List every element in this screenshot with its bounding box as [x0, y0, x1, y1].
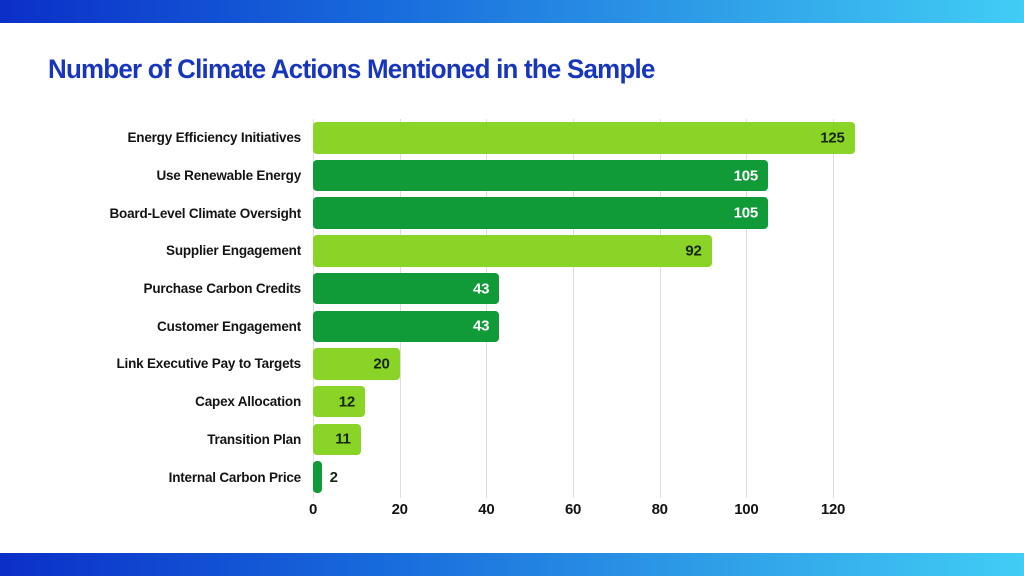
- chart-row: Purchase Carbon Credits 43: [0, 270, 968, 308]
- chart-title: Number of Climate Actions Mentioned in t…: [48, 54, 655, 84]
- bar: 11: [313, 423, 361, 456]
- gridline: [833, 119, 834, 498]
- value-label: 2: [329, 468, 338, 486]
- value-label: 92: [685, 242, 702, 260]
- bar: 105: [313, 197, 768, 229]
- value-label: 125: [820, 129, 845, 147]
- chart-row: Internal Carbon Price 2: [0, 458, 968, 496]
- category-label: Link Executive Pay to Targets: [116, 356, 301, 372]
- category-label: Customer Engagement: [157, 318, 301, 334]
- value-label: 105: [733, 204, 759, 222]
- bar: 43: [313, 272, 500, 305]
- category-label: Energy Efficiency Initiatives: [127, 130, 301, 146]
- x-tick-label: 20: [391, 501, 408, 518]
- category-label: Internal Carbon Price: [168, 469, 302, 485]
- top-gradient-bar: [0, 0, 1024, 23]
- category-label: Board-Level Climate Oversight: [109, 205, 301, 221]
- bar: [313, 461, 322, 493]
- bar-track: 11: [313, 423, 968, 456]
- chart-row: Energy Efficiency Initiatives 125: [0, 119, 968, 157]
- bar: 125: [313, 122, 855, 154]
- chart-row: Link Executive Pay to Targets 20: [0, 345, 968, 383]
- gridlines-layer: [313, 119, 960, 498]
- x-axis: 0 20 40 60 80 100 120: [0, 501, 1024, 523]
- gridline: [313, 119, 314, 498]
- bar-track: 43: [313, 310, 968, 343]
- gridline: [659, 119, 661, 498]
- x-tick-label: 100: [734, 501, 759, 518]
- value-label: 20: [373, 355, 390, 373]
- chart-row: Use Renewable Energy 105: [0, 157, 968, 195]
- category-label: Purchase Carbon Credits: [143, 281, 302, 297]
- bar: 20: [313, 348, 400, 380]
- gridline: [746, 119, 748, 498]
- bar-track: 12: [313, 385, 968, 418]
- x-tick-label: 60: [564, 501, 582, 518]
- bar-rows: Energy Efficiency Initiatives 125 Use Rene…: [0, 119, 968, 496]
- bar-track: 43: [313, 272, 968, 305]
- category-label: Use Renewable Energy: [156, 168, 301, 184]
- value-label: 43: [473, 280, 490, 298]
- gridline: [486, 119, 488, 498]
- bar-track: 105: [313, 197, 968, 229]
- x-tick-label: 0: [308, 501, 318, 518]
- bottom-gradient-bar: [0, 553, 1024, 576]
- bar-track: 105: [313, 159, 968, 192]
- gridline: [573, 119, 574, 498]
- value-label: 43: [473, 317, 490, 335]
- category-label: Capex Allocation: [195, 394, 301, 410]
- value-label: 11: [335, 430, 351, 448]
- bar: 43: [313, 310, 500, 343]
- bar-track: 125: [313, 122, 968, 154]
- chart-row: Transition Plan 11: [0, 421, 968, 459]
- bar-track: 2: [313, 461, 968, 493]
- bar-track: 92: [313, 235, 968, 267]
- bar: 92: [313, 235, 712, 267]
- category-label: Transition Plan: [207, 431, 301, 447]
- x-tick-label: 40: [478, 501, 495, 518]
- chart-row: Capex Allocation 12: [0, 383, 968, 421]
- category-label: Supplier Engagement: [166, 243, 301, 259]
- bar-track: 20: [313, 348, 968, 380]
- bar: 12: [313, 385, 365, 418]
- chart-row: Customer Engagement 43: [0, 307, 968, 345]
- x-tick-label: 120: [820, 501, 846, 518]
- value-label: 105: [733, 167, 759, 185]
- value-label: 12: [338, 393, 356, 411]
- chart-row: Board-Level Climate Oversight 105: [0, 194, 968, 232]
- chart-row: Supplier Engagement 92: [0, 232, 968, 270]
- gridline: [399, 119, 401, 498]
- bar: 105: [313, 159, 768, 192]
- x-tick-label: 80: [651, 501, 668, 518]
